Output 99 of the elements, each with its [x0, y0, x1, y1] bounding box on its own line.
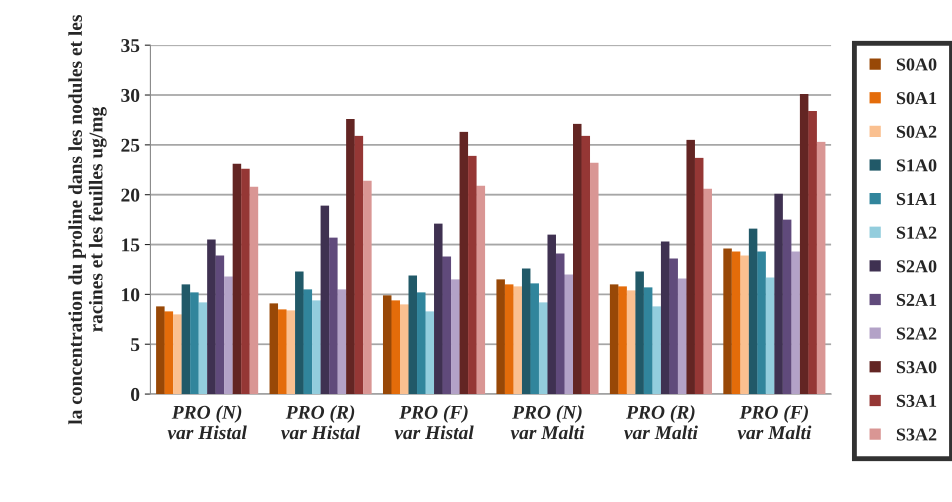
legend-label: S2A0	[896, 260, 936, 272]
bar	[320, 206, 330, 394]
bar	[808, 110, 817, 394]
x-tick-label: PRO (F) var Malti	[738, 405, 812, 440]
legend-label: S3A0	[896, 361, 936, 374]
bar	[564, 274, 574, 394]
bar	[626, 290, 636, 394]
x-tick-label: PRO (R) var Malti	[624, 405, 698, 440]
bar	[241, 168, 250, 394]
bar	[295, 271, 304, 394]
bar	[538, 302, 548, 394]
x-tick-label: PRO (N) var Histal	[168, 405, 247, 440]
y-axis-title: la concentration du proline dans les nodules et les racines et les feuilles ug/mg	[68, 15, 107, 424]
bar	[660, 242, 670, 394]
bar	[354, 136, 364, 394]
bar	[400, 304, 409, 394]
legend-label: S2A1	[896, 294, 936, 306]
bar	[363, 180, 372, 394]
bar	[434, 224, 443, 394]
bar	[816, 142, 826, 394]
bar	[304, 289, 312, 394]
bar	[618, 286, 627, 394]
bar	[556, 254, 564, 394]
bar	[791, 252, 800, 394]
y-tick-label: 0	[131, 388, 140, 402]
legend-label: S0A2	[896, 126, 936, 138]
bar	[270, 303, 278, 394]
y-tick-label: 20	[121, 188, 140, 202]
bar	[442, 256, 452, 394]
bar	[207, 240, 216, 394]
bar	[547, 234, 556, 394]
bar	[774, 194, 783, 394]
bar	[732, 252, 740, 394]
bar	[216, 256, 224, 394]
bar	[644, 287, 652, 394]
bar	[694, 158, 704, 394]
legend-label: S1A1	[896, 192, 936, 206]
bar	[703, 188, 712, 394]
bar	[286, 310, 296, 394]
bar	[782, 220, 792, 394]
bar	[504, 284, 514, 394]
bar	[800, 94, 808, 394]
bar	[723, 248, 732, 394]
bar	[190, 292, 199, 394]
bar	[232, 164, 242, 394]
bar	[748, 228, 758, 394]
bar	[757, 252, 766, 394]
bar	[391, 300, 400, 394]
bar	[573, 124, 582, 394]
bar	[460, 132, 468, 394]
y-tick-label: 25	[121, 138, 140, 152]
legend-label: S3A1	[896, 394, 936, 407]
bar	[173, 314, 182, 394]
bar	[182, 284, 190, 394]
bar	[766, 277, 774, 394]
bar	[678, 278, 686, 394]
bar	[417, 292, 426, 394]
x-tick-label: PRO (R) var Histal	[281, 405, 360, 440]
bar	[740, 256, 749, 394]
bar	[610, 284, 618, 394]
legend-label: S3A2	[896, 428, 936, 441]
y-tick-label: 30	[121, 88, 140, 102]
bar	[408, 275, 418, 394]
legend-label: S1A2	[896, 226, 936, 239]
bar	[382, 295, 392, 394]
bar	[278, 309, 287, 394]
y-tick-label: 15	[122, 238, 140, 252]
bar	[164, 311, 174, 394]
bar	[635, 271, 644, 394]
bar	[329, 238, 338, 394]
bar	[530, 283, 539, 394]
bar	[590, 162, 599, 394]
bar	[338, 289, 346, 394]
bar	[652, 306, 661, 394]
bar	[582, 136, 590, 394]
bar	[513, 286, 522, 394]
bar	[496, 279, 505, 394]
bar	[468, 156, 477, 394]
bar	[198, 302, 208, 394]
legend-label: S2A2	[896, 328, 936, 340]
y-tick-label: 5	[131, 338, 140, 352]
x-tick-label: PRO (N) var Malti	[510, 405, 584, 440]
legend-label: S0A0	[896, 58, 936, 71]
bar	[476, 186, 486, 394]
bar	[346, 118, 355, 394]
bar	[312, 300, 321, 394]
bar	[451, 279, 460, 394]
legend-label: S1A0	[896, 159, 936, 172]
x-tick-label: PRO (F) var Histal	[394, 405, 474, 440]
legend-label: S0A1	[896, 92, 936, 104]
bar	[156, 306, 165, 394]
bar	[686, 140, 695, 394]
bar	[522, 268, 530, 394]
bar	[426, 311, 434, 394]
y-tick-label: 10	[122, 288, 140, 302]
bar	[250, 186, 258, 394]
bar	[224, 276, 233, 394]
y-tick-label: 35	[121, 39, 140, 52]
bar	[669, 258, 678, 394]
